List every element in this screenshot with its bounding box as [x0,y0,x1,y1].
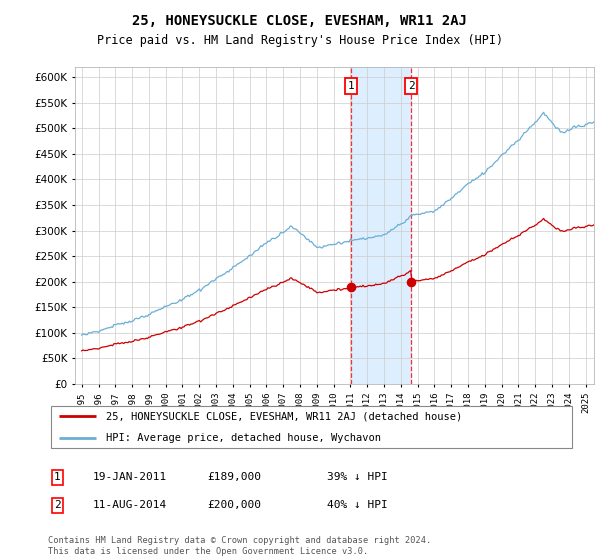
Text: 40% ↓ HPI: 40% ↓ HPI [327,500,388,510]
Text: 2: 2 [54,500,61,510]
Text: HPI: Average price, detached house, Wychavon: HPI: Average price, detached house, Wych… [106,433,381,443]
Text: 1: 1 [348,81,355,91]
Text: 19-JAN-2011: 19-JAN-2011 [93,472,167,482]
Text: 1: 1 [54,472,61,482]
Text: 25, HONEYSUCKLE CLOSE, EVESHAM, WR11 2AJ (detached house): 25, HONEYSUCKLE CLOSE, EVESHAM, WR11 2AJ… [106,411,463,421]
Text: 39% ↓ HPI: 39% ↓ HPI [327,472,388,482]
Point [346,283,356,292]
Point [406,277,416,286]
Text: £189,000: £189,000 [207,472,261,482]
Text: Contains HM Land Registry data © Crown copyright and database right 2024.
This d: Contains HM Land Registry data © Crown c… [48,536,431,556]
Text: Price paid vs. HM Land Registry's House Price Index (HPI): Price paid vs. HM Land Registry's House … [97,34,503,46]
Text: 25, HONEYSUCKLE CLOSE, EVESHAM, WR11 2AJ: 25, HONEYSUCKLE CLOSE, EVESHAM, WR11 2AJ [133,14,467,28]
Text: £200,000: £200,000 [207,500,261,510]
Text: 11-AUG-2014: 11-AUG-2014 [93,500,167,510]
Bar [351,67,411,384]
FancyBboxPatch shape [50,405,572,449]
Text: 2: 2 [408,81,415,91]
